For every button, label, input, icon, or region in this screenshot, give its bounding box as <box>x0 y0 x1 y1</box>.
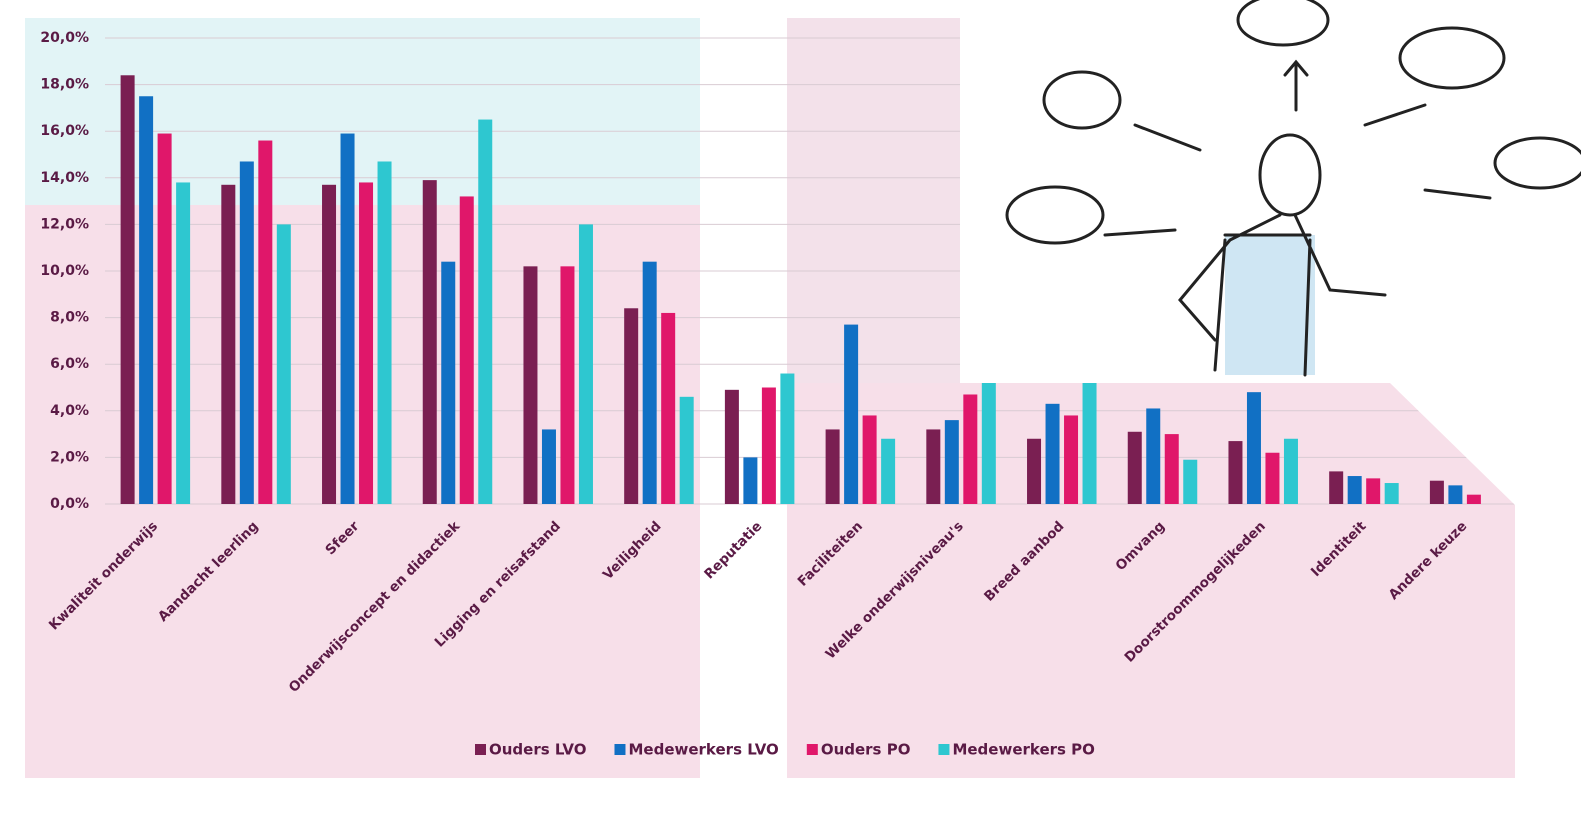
y-tick-label: 18,0% <box>40 77 89 93</box>
bar <box>761 387 776 504</box>
bar <box>578 224 593 504</box>
bar <box>1064 415 1079 504</box>
bar <box>926 429 941 504</box>
bar <box>322 184 337 505</box>
legend-swatch <box>938 744 950 755</box>
bar <box>1429 480 1444 504</box>
bar <box>743 457 758 504</box>
y-tick-label: 8,0% <box>50 310 89 326</box>
legend-label: Ouders LVO <box>489 741 586 759</box>
bar <box>340 133 355 504</box>
bar <box>1329 471 1344 504</box>
y-tick-label: 6,0% <box>50 356 89 372</box>
bar <box>1164 434 1179 504</box>
bar <box>1366 478 1381 504</box>
bar <box>1228 441 1243 504</box>
bar <box>963 394 978 504</box>
bar <box>944 420 959 504</box>
background-highlight <box>25 18 700 205</box>
bar <box>422 180 437 504</box>
bar <box>624 308 639 504</box>
y-tick-label: 14,0% <box>40 170 89 186</box>
legend-label: Medewerkers LVO <box>628 741 778 759</box>
bar <box>239 161 254 505</box>
bar <box>1466 494 1481 504</box>
legend-swatch <box>806 744 818 755</box>
legend-swatch <box>614 744 626 755</box>
bar <box>844 324 859 504</box>
bar <box>478 119 493 505</box>
bar <box>139 96 154 504</box>
y-tick-label: 10,0% <box>40 263 89 279</box>
y-tick-label: 16,0% <box>40 123 89 139</box>
bar <box>157 133 172 504</box>
bar <box>881 438 896 504</box>
bar <box>780 373 795 504</box>
y-tick-label: 2,0% <box>50 449 89 465</box>
bar <box>1027 438 1042 504</box>
bar <box>459 196 474 504</box>
bar <box>679 396 694 504</box>
bar <box>441 261 456 504</box>
bar <box>1045 403 1060 504</box>
y-tick-label: 12,0% <box>40 216 89 232</box>
bar <box>862 415 877 504</box>
legend-label: Medewerkers PO <box>952 741 1094 759</box>
bar <box>176 182 191 504</box>
bar <box>1183 459 1198 504</box>
background-band <box>787 18 960 383</box>
bar <box>1246 392 1261 504</box>
y-tick-label: 4,0% <box>50 403 89 419</box>
bar <box>1127 431 1142 504</box>
bar <box>1146 408 1161 504</box>
legend-swatch <box>475 744 486 755</box>
bar <box>1082 382 1097 504</box>
bar <box>258 140 273 504</box>
bar <box>724 389 739 504</box>
y-tick-label: 0,0% <box>50 496 89 512</box>
bar <box>825 429 840 504</box>
bar <box>523 266 538 504</box>
bar <box>1283 438 1298 504</box>
bar <box>1384 483 1399 504</box>
bar <box>560 266 575 504</box>
bar <box>1265 452 1280 504</box>
legend-label: Ouders PO <box>821 741 911 759</box>
bar <box>1347 476 1362 504</box>
bar <box>221 184 236 505</box>
bar <box>120 75 135 504</box>
y-tick-label: 20,0% <box>40 30 89 46</box>
bar <box>661 312 676 504</box>
bars <box>105 37 1515 505</box>
bar <box>642 261 657 504</box>
bar <box>981 382 996 504</box>
illustration <box>1005 0 1581 377</box>
bar <box>1448 485 1463 504</box>
bar <box>276 224 291 504</box>
bar <box>377 161 392 505</box>
bar <box>541 429 556 504</box>
bar <box>359 182 374 504</box>
